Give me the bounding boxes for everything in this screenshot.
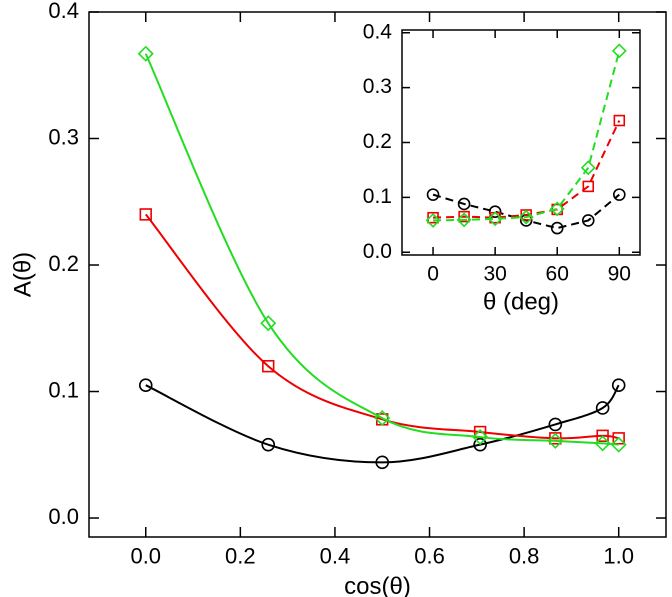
x-tick-label: 1.0 <box>603 544 634 569</box>
x-tick-label: 0.4 <box>320 544 351 569</box>
marker <box>458 210 470 223</box>
y-tick-label: 0.3 <box>48 124 79 149</box>
marker <box>138 378 153 392</box>
series-line <box>145 384 620 464</box>
marker <box>261 437 276 452</box>
x-tick-label: 0.8 <box>509 544 540 569</box>
marker <box>548 417 563 432</box>
marker <box>137 45 154 62</box>
series-line <box>433 120 621 219</box>
marker <box>262 360 275 373</box>
x-tick-label: 90 <box>608 262 631 285</box>
marker <box>457 197 471 211</box>
y-tick-label: 0.1 <box>363 185 392 208</box>
marker <box>549 201 565 217</box>
y-axis-label: A(θ) <box>9 252 36 297</box>
marker <box>595 401 610 415</box>
plot: 0 30 60 90 0.0 0.1 0.2 0.3 0.4 θ (deg) <box>363 20 641 316</box>
marker <box>260 315 277 332</box>
marker <box>550 221 564 235</box>
y-tick-label: 0.1 <box>48 377 79 402</box>
series-line <box>144 53 619 446</box>
x-axis-label: cos(θ) <box>344 573 411 597</box>
y-tick-label: 0.0 <box>363 240 392 263</box>
marker <box>613 188 626 201</box>
x-tick-label: 0.2 <box>225 544 256 569</box>
x-axis-label: θ (deg) <box>483 289 559 316</box>
marker <box>610 436 627 453</box>
marker <box>472 429 489 446</box>
marker <box>456 212 472 228</box>
marker <box>594 435 611 452</box>
marker <box>611 378 626 392</box>
y-tick-label: 0.3 <box>363 75 392 98</box>
marker <box>488 205 502 218</box>
marker <box>487 211 503 227</box>
y-tick-label: 0.4 <box>48 0 79 23</box>
y-tick-label: 0.2 <box>48 251 79 276</box>
marker <box>582 180 595 193</box>
marker <box>518 209 534 225</box>
marker <box>425 212 441 228</box>
marker <box>581 214 595 227</box>
series-line <box>433 50 621 222</box>
marker <box>613 114 626 127</box>
x-tick-label: 0 <box>427 262 439 285</box>
marker <box>611 43 627 59</box>
x-tick-label: 0.6 <box>414 544 445 569</box>
y-tick-label: 0.2 <box>363 130 392 153</box>
marker <box>426 188 440 201</box>
marker <box>473 437 487 452</box>
marker <box>375 455 390 470</box>
y-tick-label: 0.0 <box>48 504 79 529</box>
marker <box>139 208 152 221</box>
marker <box>374 410 391 427</box>
y-tick-label: 0.4 <box>363 20 393 43</box>
marker <box>580 160 596 176</box>
x-tick-label: 0.0 <box>130 544 161 569</box>
x-tick-label: 30 <box>483 262 506 285</box>
marker <box>427 211 439 224</box>
marker <box>547 432 564 449</box>
x-tick-label: 60 <box>546 262 569 285</box>
marker <box>596 429 609 442</box>
